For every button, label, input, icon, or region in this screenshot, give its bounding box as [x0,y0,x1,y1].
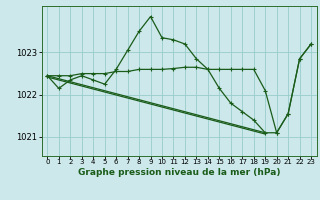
X-axis label: Graphe pression niveau de la mer (hPa): Graphe pression niveau de la mer (hPa) [78,168,280,177]
